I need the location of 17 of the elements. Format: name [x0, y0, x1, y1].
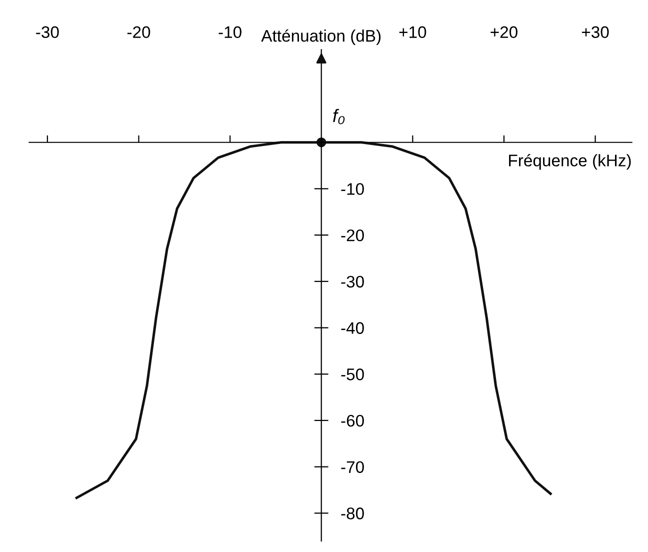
x-tick-label: +10	[399, 26, 426, 38]
y-tick-label: -10	[341, 183, 364, 195]
y-tick-label: -40	[341, 322, 364, 334]
y-tick-label: -70	[341, 461, 364, 474]
x-tick-label: +30	[582, 26, 609, 38]
y-tick-label: -50	[341, 368, 364, 380]
x-axis-title: Fréquence (kHz)	[509, 154, 631, 170]
y-tick-label: -30	[341, 276, 364, 288]
x-tick-label: -30	[36, 26, 59, 38]
annotation: f₀	[333, 108, 345, 124]
x-tick-label: -20	[127, 26, 150, 38]
x-tick-label: +20	[490, 26, 518, 38]
y-tick-label: -80	[341, 508, 364, 520]
y-axis-title: Atténuation (dB)	[261, 29, 381, 46]
y-tick-label: -20	[341, 229, 364, 242]
y-tick-label: -60	[341, 414, 364, 427]
x-tick-label: -10	[218, 26, 242, 38]
